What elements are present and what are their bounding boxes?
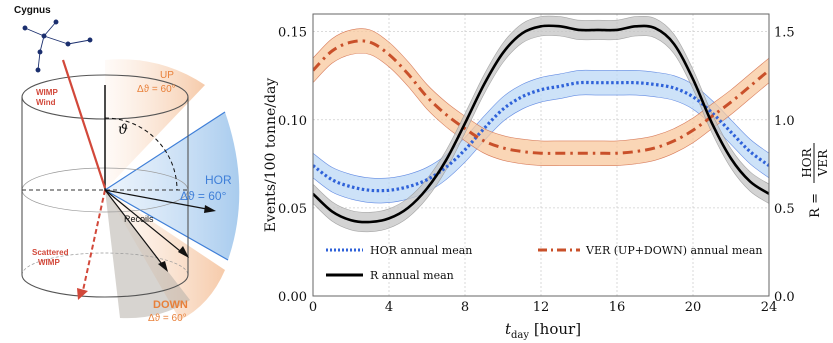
y2-tick-label: 0.5 [774, 202, 795, 217]
hor-angle-label: Δϑ = 60° [180, 189, 227, 203]
series-band-edge [313, 28, 769, 142]
legend-r-label: R annual mean [370, 269, 454, 282]
up-label: UP [160, 70, 174, 81]
x-tick-label: 0 [309, 300, 317, 315]
hor-cone [105, 112, 240, 260]
down-label: DOWN [153, 299, 188, 311]
down-cone-gray [105, 190, 190, 319]
series-band [313, 28, 769, 166]
detector-diagram: Cygnus WIMP Wind ϑ UP Δϑ = 60° HOR Δϑ = 6… [14, 5, 240, 324]
legend: HOR annual mean VER (UP+DOWN) annual mea… [326, 244, 762, 282]
series-band [313, 70, 769, 204]
down-angle-label: Δϑ = 60° [148, 313, 187, 324]
legend-hor-label: HOR annual mean [370, 244, 472, 257]
recoil-arrowhead-2 [178, 246, 189, 258]
x-tick-label: 12 [533, 300, 550, 315]
svg-text:VER: VER [816, 149, 830, 177]
y-tick-label: 0.15 [278, 26, 307, 41]
scattered-wimp-arrow [81, 189, 106, 296]
cylinder-bottom [21, 274, 189, 298]
y-tick-label: 0.10 [278, 114, 307, 129]
hor-label: HOR [205, 173, 232, 187]
wimp-wind-label: WIMP Wind [36, 88, 58, 107]
x-tick-label: 20 [685, 300, 702, 315]
y2-axis-label: R = HOR VER [800, 143, 830, 218]
legend-ver-label: VER (UP+DOWN) annual mean [585, 244, 762, 257]
chart: 0 4 8 12 16 20 240.000.050.100.150.00.51.01.5 … [263, 13, 830, 341]
x-tick-label: 16 [609, 300, 626, 315]
plot-frame [312, 13, 770, 297]
series-line [313, 39, 769, 155]
y2-tick-label: 1.5 [774, 26, 795, 41]
y-tick-label: 0.00 [278, 290, 307, 305]
svg-text:R =: R = [808, 193, 823, 218]
scattered-wimp-label: Scattered WIMP [32, 248, 69, 267]
theta-arc [104, 117, 178, 191]
cygnus-constellation [22, 19, 93, 73]
recoil-arrowhead-3 [158, 261, 168, 272]
x-tick-label: 8 [461, 300, 469, 315]
series-band-edge [313, 35, 769, 233]
cygnus-label: Cygnus [14, 5, 51, 16]
x-tick-label: 4 [385, 300, 393, 315]
x-tick-label: 24 [761, 300, 778, 315]
recoil-arrow-1 [104, 189, 213, 211]
y2-tick-label: 1.0 [774, 114, 795, 129]
x-axis-label: tday [hour] [505, 320, 581, 341]
down-cone [105, 190, 225, 320]
scattered-arrowhead [77, 288, 88, 300]
up-angle-label: Δϑ = 60° [137, 84, 176, 95]
wimp-wind-arrow [61, 59, 107, 189]
recoil-arrow-2 [104, 189, 186, 256]
up-cone [105, 59, 205, 191]
y-axis-label: Events/100 tonne/day [263, 78, 279, 233]
series-band-edge [313, 52, 769, 167]
recoils-label: Recoils [124, 214, 154, 224]
svg-text:HOR: HOR [800, 147, 814, 177]
recoil-arrowhead-1 [204, 205, 216, 213]
series-band-edge [313, 94, 769, 204]
y2-tick-label: 0.0 [774, 290, 795, 305]
theta-label: ϑ [118, 122, 128, 138]
hor-cone-bottom-edge [104, 189, 229, 261]
series-line [313, 80, 769, 193]
y-tick-label: 0.05 [278, 202, 307, 217]
series-band-edge [313, 15, 769, 213]
series-line [313, 24, 769, 224]
recoil-arrow-3 [104, 189, 166, 269]
